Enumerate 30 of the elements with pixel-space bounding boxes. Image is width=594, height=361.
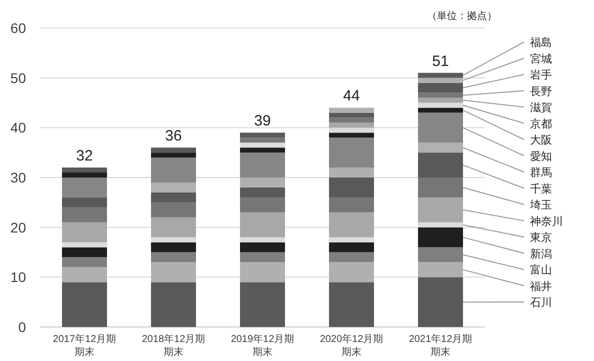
text: 滋賀 — [530, 102, 552, 114]
y-tick-label: 40 — [10, 120, 26, 136]
text: 京都 — [530, 118, 552, 130]
text: 大阪 — [530, 134, 552, 146]
total-label: 39 — [254, 112, 271, 130]
text: 東京 — [530, 232, 552, 244]
text: 千葉 — [530, 183, 552, 196]
total-label: 32 — [76, 148, 93, 165]
text: 石川 — [530, 297, 552, 309]
text: 福井 — [530, 280, 552, 293]
y-tick-label: 10 — [10, 269, 26, 286]
total-label: 36 — [165, 128, 182, 145]
text: 愛知 — [530, 150, 552, 163]
y-tick-label: 30 — [10, 170, 26, 186]
total-label: 51 — [432, 52, 449, 70]
text: 富山 — [530, 264, 552, 276]
text: 福島 — [530, 37, 552, 49]
text: 新潟 — [530, 248, 552, 260]
y-tick-label: 50 — [10, 70, 26, 86]
text: 埼玉 — [530, 200, 552, 212]
text: 岩手 — [530, 70, 552, 82]
text: 長野 — [530, 86, 552, 98]
y-tick-label: 0 — [18, 319, 26, 335]
text: （単位：拠点） — [427, 10, 497, 22]
text: 群馬 — [530, 167, 552, 179]
y-tick-label: 60 — [10, 20, 26, 36]
text: 宮城 — [530, 53, 552, 66]
y-tick-label: 20 — [10, 219, 26, 236]
total-label: 44 — [343, 88, 360, 105]
text: 神奈川 — [530, 216, 563, 228]
